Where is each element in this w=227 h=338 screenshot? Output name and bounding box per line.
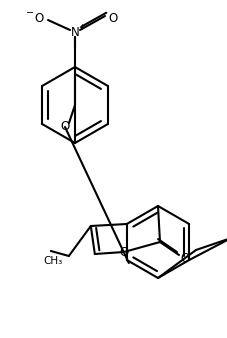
- Text: +: +: [78, 23, 85, 31]
- Text: O: O: [108, 11, 117, 24]
- Text: O: O: [34, 11, 43, 24]
- Text: O: O: [180, 251, 189, 265]
- Text: −: −: [26, 8, 34, 18]
- Text: N: N: [70, 25, 79, 39]
- Text: O: O: [119, 245, 128, 259]
- Text: O: O: [60, 121, 69, 134]
- Text: CH₃: CH₃: [43, 256, 62, 266]
